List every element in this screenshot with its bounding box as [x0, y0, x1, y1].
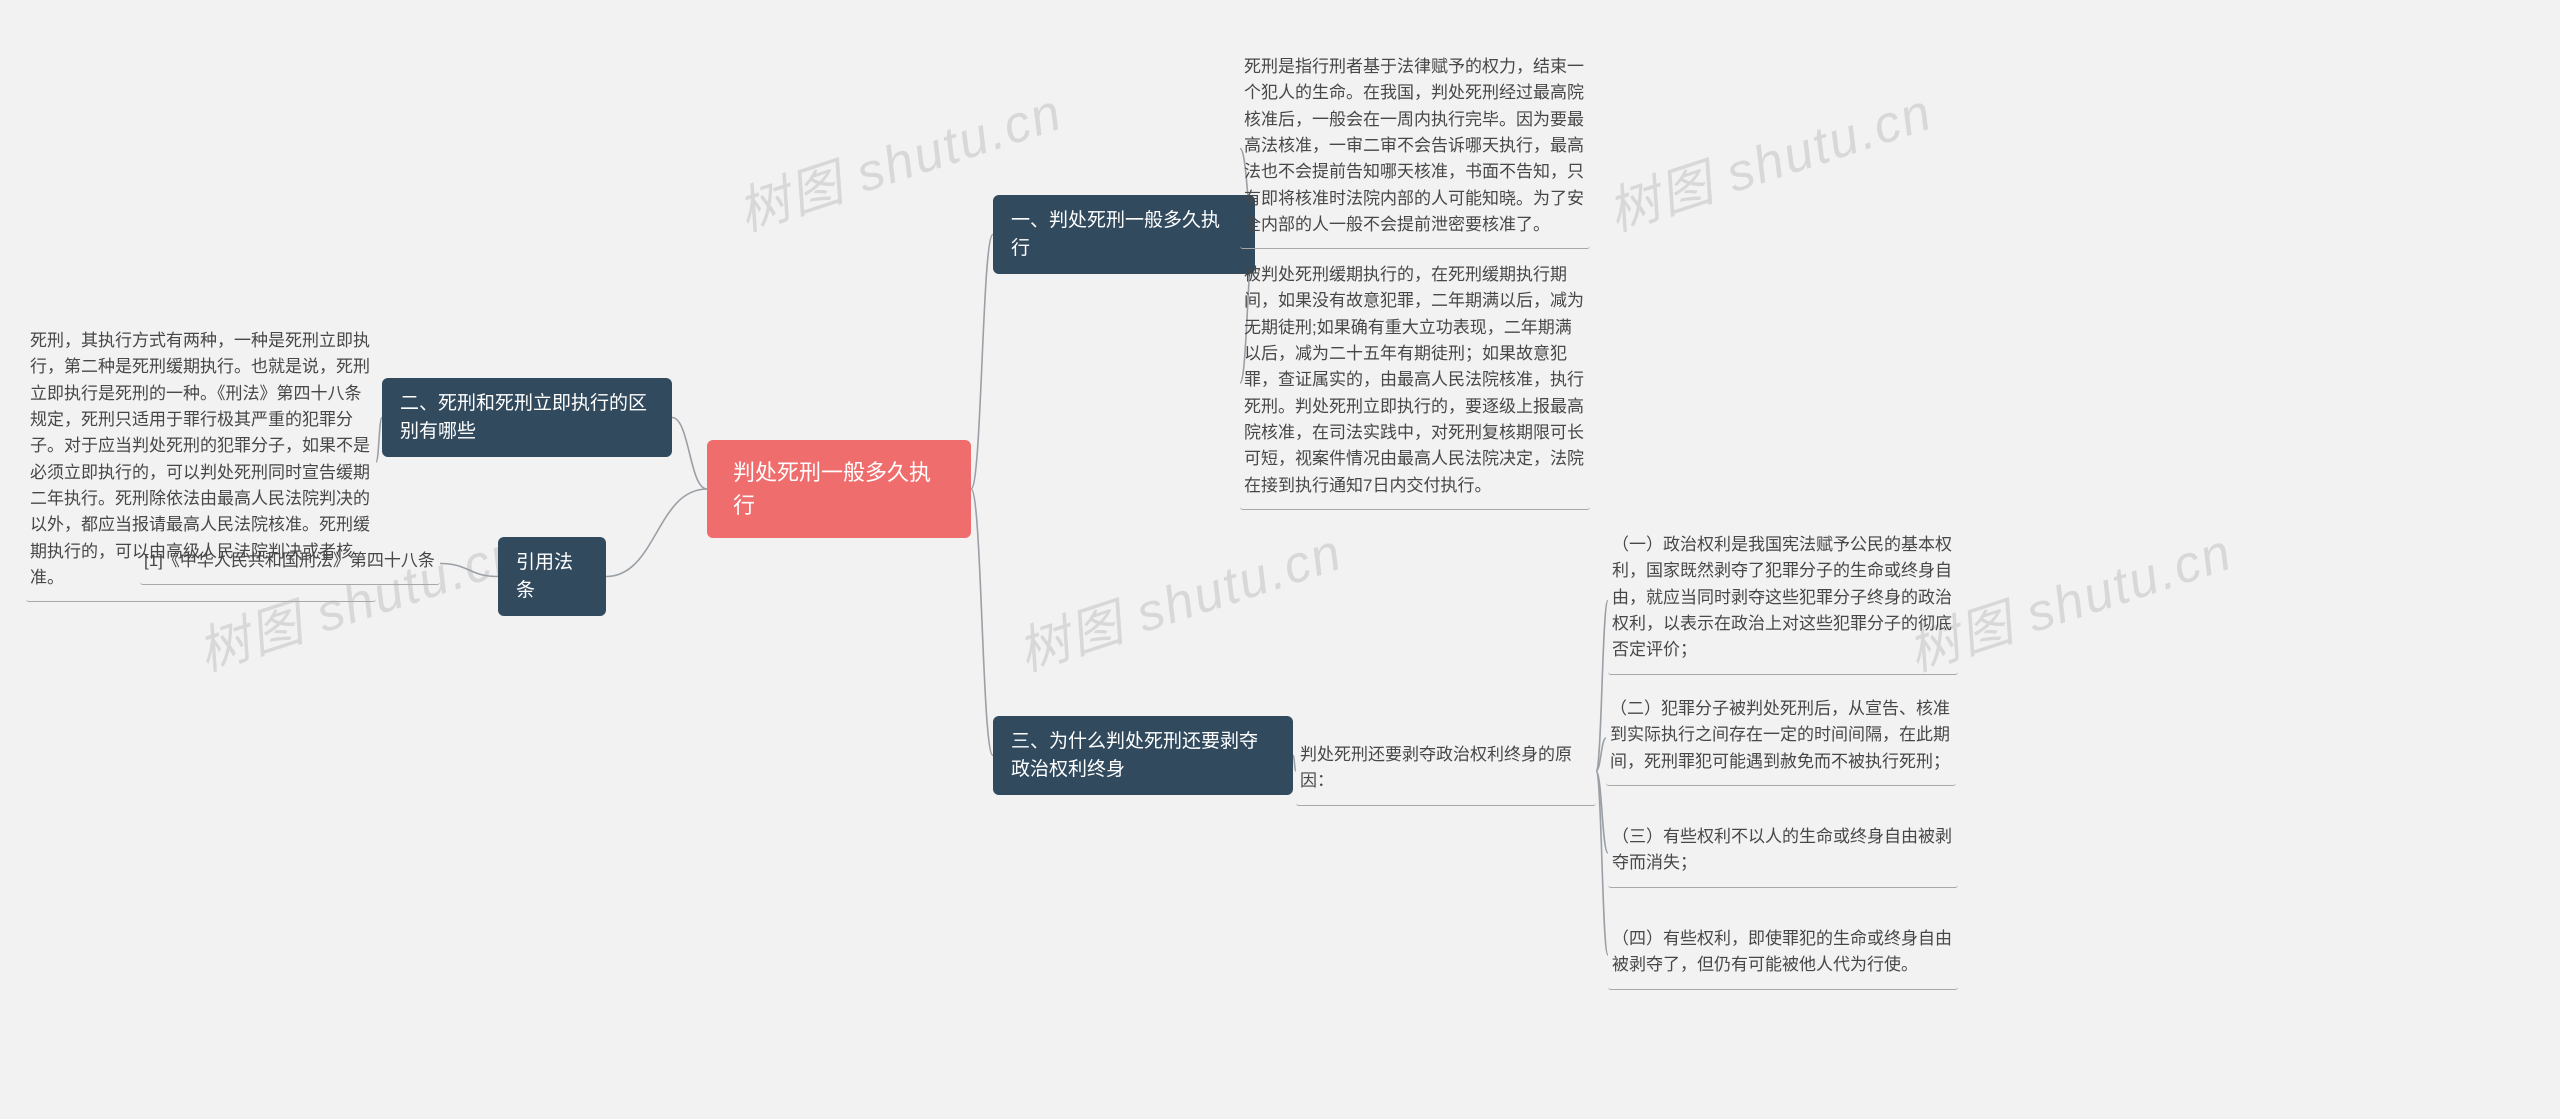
watermark: 树图 shutu.cn	[1007, 510, 1351, 685]
leaf-node: （一）政治权利是我国宪法赋予公民的基本权利，国家既然剥夺了犯罪分子的生命或终身自…	[1608, 526, 1958, 675]
connector	[1596, 771, 1608, 955]
leaf-node: （三）有些权利不以人的生命或终身自由被剥夺而消失；	[1608, 818, 1958, 888]
branch-node[interactable]: 三、为什么判处死刑还要剥夺政治权利终身	[993, 716, 1293, 795]
connector	[606, 489, 707, 577]
leaf-node: 被判处死刑缓期执行的，在死刑缓期执行期间，如果没有故意犯罪，二年期满以后，减为无…	[1240, 256, 1590, 510]
connector	[1596, 738, 1606, 771]
branch-node[interactable]: 二、死刑和死刑立即执行的区别有哪些	[382, 378, 672, 457]
watermark: 树图 shutu.cn	[1597, 70, 1941, 245]
root-node[interactable]: 判处死刑一般多久执行	[707, 440, 971, 538]
intermediate-node: 判处死刑还要剥夺政治权利终身的原因：	[1296, 736, 1596, 806]
branch-node[interactable]: 一、判处死刑一般多久执行	[993, 195, 1255, 274]
leaf-node: （四）有些权利，即使罪犯的生命或终身自由被剥夺了，但仍有可能被他人代为行使。	[1608, 920, 1958, 990]
branch-node[interactable]: 引用法条	[498, 537, 606, 616]
connector	[971, 489, 993, 756]
connector	[672, 418, 707, 490]
connector	[971, 235, 993, 490]
leaf-node: 死刑是指行刑者基于法律赋予的权力，结束一个犯人的生命。在我国，判处死刑经过最高院…	[1240, 48, 1590, 249]
leaf-node: [1]《中华人民共和国刑法》第四十八条	[140, 542, 440, 585]
leaf-node: （二）犯罪分子被判处死刑后，从宣告、核准到实际执行之间存在一定的时间间隔，在此期…	[1606, 690, 1956, 786]
connector	[440, 564, 498, 577]
